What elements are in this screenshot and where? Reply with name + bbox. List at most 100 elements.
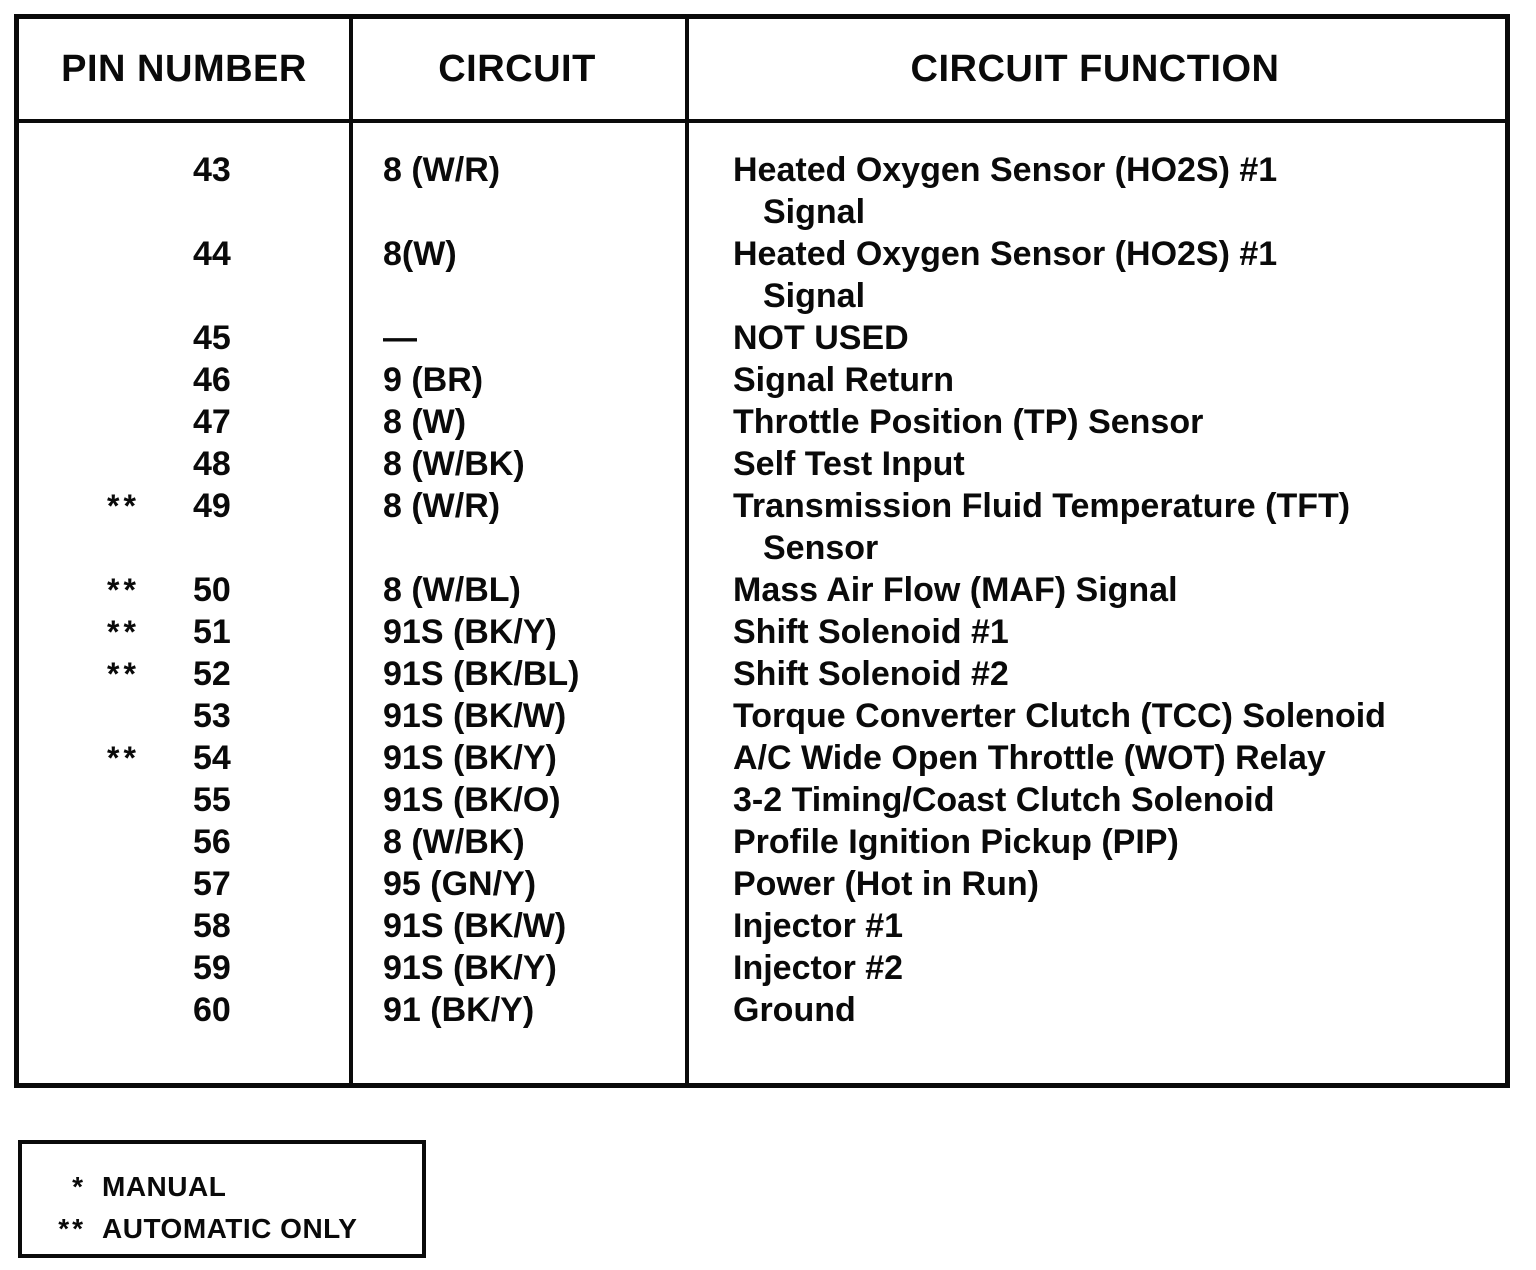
- circuit-function-line: Signal: [763, 193, 866, 231]
- circuit-function-line: Injector #1: [733, 907, 904, 945]
- table-row: 53 91S (BK/W) Torque Converter Clutch (T…: [19, 695, 1505, 737]
- table-body: 43 8 (W/R) Heated Oxygen Sensor (HO2S) #…: [19, 123, 1505, 1031]
- pin-number: 51: [193, 613, 231, 651]
- row-marker: **: [107, 614, 140, 650]
- pin-number: 48: [193, 445, 231, 483]
- pin-number: 53: [193, 697, 231, 735]
- pin-cell: 58: [19, 905, 349, 947]
- circuit-value: 91S (BK/O): [383, 781, 561, 819]
- circuit-value: 8 (W/BK): [383, 445, 525, 483]
- circuit-value: 9 (BR): [383, 361, 484, 399]
- legend-box: * MANUAL ** AUTOMATIC ONLY: [18, 1140, 426, 1258]
- circuit-function: Ground: [685, 989, 1505, 1031]
- circuit-function-line: Shift Solenoid #1: [733, 613, 1009, 651]
- circuit-function-line: Shift Solenoid #2: [733, 655, 1009, 693]
- pin-number: 50: [193, 571, 231, 609]
- row-marker: **: [107, 488, 140, 524]
- circuit-function-line: 3-2 Timing/Coast Clutch Solenoid: [733, 781, 1275, 819]
- table-row: 58 91S (BK/W) Injector #1: [19, 905, 1505, 947]
- circuit-value: 8 (W/R): [383, 151, 501, 189]
- circuit-function-line: Mass Air Flow (MAF) Signal: [733, 571, 1178, 609]
- circuit-value: —: [383, 319, 417, 357]
- pin-number: 52: [193, 655, 231, 693]
- pin-number: 58: [193, 907, 231, 945]
- table-row: 56 8 (W/BK) Profile Ignition Pickup (PIP…: [19, 821, 1505, 863]
- legend-item-manual: * MANUAL: [22, 1166, 422, 1208]
- circuit-value: 91S (BK/BL): [383, 655, 580, 693]
- row-marker: [107, 947, 193, 989]
- row-marker: **: [107, 656, 140, 692]
- header-circuit: CIRCUIT: [438, 47, 596, 90]
- circuit-function-line: Transmission Fluid Temperature (TFT): [733, 487, 1351, 525]
- pin-cell: 44: [19, 233, 349, 275]
- header-circuit-function: CIRCUIT FUNCTION: [910, 47, 1280, 90]
- pin-number: 55: [193, 781, 231, 819]
- table-row: ** 51 91S (BK/Y) Shift Solenoid #1: [19, 611, 1505, 653]
- pin-number: 44: [193, 235, 231, 273]
- pin-cell: 48: [19, 443, 349, 485]
- pin-number: 46: [193, 361, 231, 399]
- circuit-function-line: Injector #2: [733, 949, 904, 987]
- pin-cell: 45: [19, 317, 349, 359]
- pin-cell: ** 51: [19, 611, 349, 653]
- table-row: 47 8 (W) Throttle Position (TP) Sensor: [19, 401, 1505, 443]
- circuit-function: Throttle Position (TP) Sensor: [685, 401, 1505, 443]
- circuit-function: Profile Ignition Pickup (PIP): [685, 821, 1505, 863]
- circuit-function: Injector #1: [685, 905, 1505, 947]
- row-marker: [107, 359, 193, 401]
- pin-cell: 43: [19, 149, 349, 191]
- pin-number: 43: [193, 151, 231, 189]
- circuit-function: Shift Solenoid #2: [685, 653, 1505, 695]
- pin-cell: 56: [19, 821, 349, 863]
- pin-number: 45: [193, 319, 231, 357]
- row-marker: [107, 905, 193, 947]
- pin-number: 54: [193, 739, 231, 777]
- circuit-function-line: Sensor: [763, 529, 879, 567]
- pin-cell: 60: [19, 989, 349, 1031]
- circuit-function-line: Self Test Input: [733, 445, 965, 483]
- circuit-value: 91 (BK/Y): [383, 991, 535, 1029]
- circuit-function-line: Signal: [763, 277, 866, 315]
- circuit-function: Power (Hot in Run): [685, 863, 1505, 905]
- circuit-function-line: A/C Wide Open Throttle (WOT) Relay: [733, 739, 1326, 777]
- table-header-row: PIN NUMBER CIRCUIT CIRCUIT FUNCTION: [19, 19, 1505, 123]
- pin-cell: ** 54: [19, 737, 349, 779]
- circuit-function: Transmission Fluid Temperature (TFT) Sens…: [685, 485, 1505, 569]
- table-row: ** 52 91S (BK/BL) Shift Solenoid #2: [19, 653, 1505, 695]
- header-pin-number: PIN NUMBER: [61, 47, 307, 90]
- pin-number: 57: [193, 865, 231, 903]
- circuit-function: Torque Converter Clutch (TCC) Solenoid: [685, 695, 1505, 737]
- circuit-value: 91S (BK/Y): [383, 739, 557, 777]
- circuit-value: 91S (BK/Y): [383, 949, 557, 987]
- row-marker: [107, 863, 193, 905]
- circuit-function-line: Throttle Position (TP) Sensor: [733, 403, 1204, 441]
- circuit-function-line: NOT USED: [733, 319, 909, 357]
- circuit-function: Shift Solenoid #1: [685, 611, 1505, 653]
- circuit-function: Self Test Input: [685, 443, 1505, 485]
- circuit-function-line: Ground: [733, 991, 856, 1029]
- table-row: 48 8 (W/BK) Self Test Input: [19, 443, 1505, 485]
- pin-number: 47: [193, 403, 231, 441]
- circuit-function: Mass Air Flow (MAF) Signal: [685, 569, 1505, 611]
- pin-circuit-table: PIN NUMBER CIRCUIT CIRCUIT FUNCTION 43 8…: [14, 14, 1510, 1088]
- circuit-function: NOT USED: [685, 317, 1505, 359]
- circuit-value: 8 (W/BK): [383, 823, 525, 861]
- legend-symbol: **: [58, 1213, 86, 1244]
- column-divider: [349, 19, 353, 1083]
- circuit-value: 91S (BK/W): [383, 907, 567, 945]
- row-marker: [107, 443, 193, 485]
- table-row: ** 54 91S (BK/Y) A/C Wide Open Throttle …: [19, 737, 1505, 779]
- pin-number: 56: [193, 823, 231, 861]
- row-marker: **: [107, 740, 140, 776]
- circuit-function: Heated Oxygen Sensor (HO2S) #1 Signal: [685, 233, 1505, 317]
- circuit-function-line: Heated Oxygen Sensor (HO2S) #1: [733, 151, 1278, 189]
- legend-label: MANUAL: [102, 1171, 227, 1202]
- circuit-function-line: Power (Hot in Run): [733, 865, 1039, 903]
- pin-cell: ** 49: [19, 485, 349, 527]
- circuit-value: 91S (BK/Y): [383, 613, 557, 651]
- circuit-value: 91S (BK/W): [383, 697, 567, 735]
- row-marker: [107, 317, 193, 359]
- circuit-value: 8 (W): [383, 403, 467, 441]
- circuit-function-line: Profile Ignition Pickup (PIP): [733, 823, 1179, 861]
- circuit-value: 8 (W/BL): [383, 571, 521, 609]
